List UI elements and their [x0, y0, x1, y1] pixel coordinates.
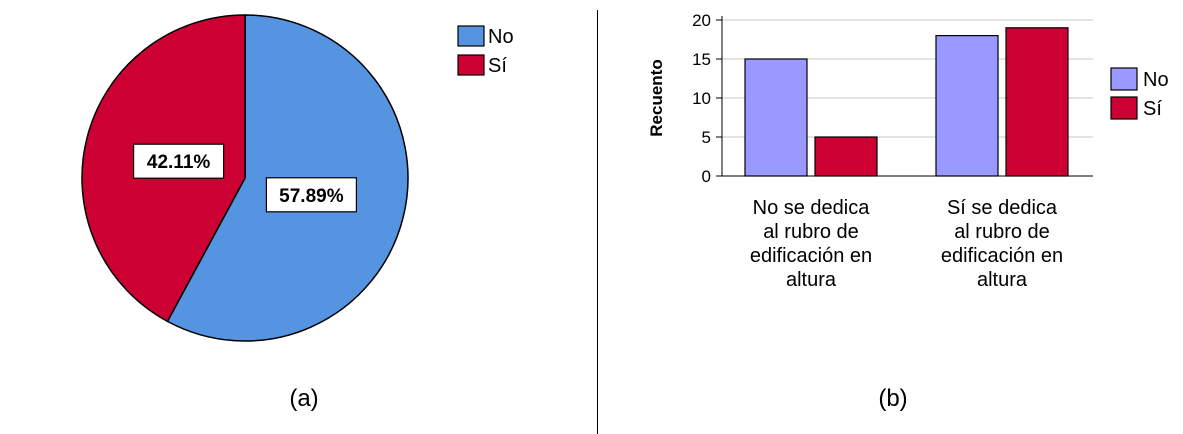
bar-no-1 — [744, 58, 808, 177]
y-tick-label: 20 — [692, 11, 711, 30]
y-tick-label: 15 — [692, 50, 711, 69]
y-tick-label: 10 — [692, 89, 711, 108]
legend-label: Sí — [1143, 98, 1162, 120]
x-axis-labels: No se dedica al rubro de edificación en alt… — [750, 197, 1063, 291]
legend-swatch-si — [1110, 96, 1138, 120]
pie-data-label-box — [265, 177, 357, 213]
pie-data-label: 57.89% — [265, 177, 357, 213]
y-axis-ticks: 0 5 10 15 20 — [692, 11, 723, 186]
legend-label: Sí — [488, 55, 507, 77]
y-tick-label: 5 — [702, 128, 711, 147]
bar-si-1 — [814, 136, 878, 177]
pie-data-label: 42.11% — [133, 143, 225, 179]
bar-chart: 0 5 10 15 20 No se dedica al rubro de edificac… — [647, 11, 1169, 412]
x-category-label: No se dedica al rubro de edificación en alt… — [750, 197, 872, 291]
bar-si-2 — [1005, 27, 1069, 177]
bar-no-2 — [935, 34, 999, 177]
pie-data-label-text: 42.11% — [147, 152, 210, 173]
legend-swatch-no — [457, 25, 485, 47]
pie-chart: 57.89% 42.11% No Sí (a) — [81, 14, 514, 412]
panel-label-b: (b) — [878, 385, 907, 412]
bar-legend: No Sí — [1110, 67, 1169, 120]
pie-data-label-box — [133, 143, 225, 179]
legend-swatch-si — [457, 54, 485, 76]
y-tick-label: 0 — [702, 167, 711, 186]
legend-label: No — [488, 26, 514, 48]
legend-label: No — [1143, 69, 1169, 91]
pie-legend: No Sí — [457, 25, 514, 77]
x-category-label: Sí se dedica al rubro de edificación en alt… — [941, 197, 1063, 291]
panel-label-a: (a) — [289, 385, 318, 412]
legend-swatch-no — [1110, 67, 1138, 91]
y-axis-title: Recuento — [647, 59, 666, 136]
pie-data-label-text: 57.89% — [279, 186, 344, 207]
